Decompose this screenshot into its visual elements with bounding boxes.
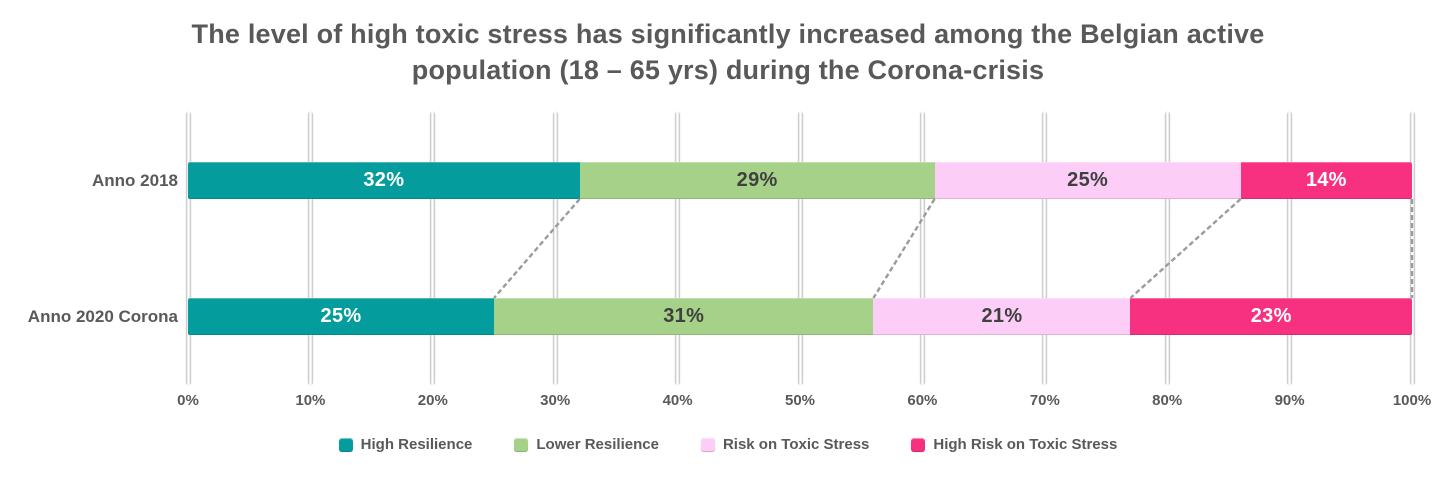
data-label: 32%: [363, 169, 405, 191]
gridline: [1287, 112, 1293, 385]
legend-label: High Risk on Toxic Stress: [933, 436, 1118, 453]
bar-row-anno-2018: 32% 29% 25% 14%: [188, 162, 1412, 199]
category-label: Anno 2020 Corona: [27, 307, 178, 326]
legend-swatch: [700, 437, 715, 452]
bar-segment: 25%: [934, 162, 1241, 199]
data-label: 25%: [320, 305, 362, 327]
legend-item-risk-on-toxic-stress: Risk on Toxic Stress: [700, 436, 870, 453]
gridline: [797, 112, 803, 385]
x-tick-label: 90%: [1274, 392, 1305, 409]
gridline: [552, 112, 558, 385]
connector-line: [493, 198, 581, 299]
x-tick-label: 10%: [295, 392, 326, 409]
x-tick-label: 50%: [784, 392, 816, 409]
x-tick-label: 20%: [417, 392, 448, 409]
data-label: 21%: [981, 305, 1023, 327]
data-label: 31%: [663, 305, 705, 327]
chart-title-line-2: population (18 – 65 yrs) during the Coro…: [411, 55, 1045, 85]
chart-title-line-1: The level of high toxic stress has signi…: [191, 19, 1265, 49]
connector-line: [1129, 198, 1242, 299]
bar-segment: 32%: [188, 162, 580, 199]
x-tick-label: 0%: [177, 392, 199, 409]
connector-line: [872, 198, 936, 299]
legend-label: Lower Resilience: [536, 436, 659, 453]
x-tick-label: 30%: [540, 392, 571, 409]
data-label: 23%: [1250, 305, 1292, 327]
x-axis-tick-labels: 0% 10% 20% 30% 40% 50% 60% 70% 80% 90% 100%: [177, 392, 1431, 414]
data-label: 25%: [1067, 169, 1109, 191]
legend-label: Risk on Toxic Stress: [722, 436, 870, 453]
x-tick-label: 40%: [662, 392, 693, 409]
gridline: [1042, 112, 1048, 385]
gridline: [675, 112, 681, 385]
legend-swatch: [911, 437, 926, 452]
legend-swatch: [338, 437, 353, 452]
chart-title: The level of high toxic stress has signi…: [0, 16, 1456, 88]
legend-item-high-risk-on-toxic-stress: High Risk on Toxic Stress: [911, 436, 1117, 453]
gridline: [1164, 112, 1170, 385]
legend: High Resilience Lower Resilience Risk on T…: [0, 436, 1456, 453]
x-tick-label: 100%: [1392, 392, 1432, 409]
gridline: [307, 112, 313, 385]
bar-segment: 21%: [873, 298, 1131, 335]
data-label: 14%: [1305, 169, 1347, 191]
x-tick-label: 70%: [1029, 392, 1060, 409]
bar-segment: 23%: [1130, 298, 1412, 335]
bar-segment: 14%: [1240, 162, 1412, 199]
x-tick-label: 80%: [1152, 392, 1183, 409]
bar-segment: 25%: [188, 298, 494, 335]
gridline: [919, 112, 925, 385]
legend-swatch: [514, 437, 529, 452]
gridline: [430, 112, 436, 385]
bar-segment: 29%: [579, 162, 935, 199]
series-connector-lines: [493, 198, 1414, 299]
legend-item-high-resilience: High Resilience: [338, 436, 473, 453]
plot-area: 32% 29% 25% 14% 25% 31% 21% 23%: [185, 112, 1415, 385]
bar-segment: 31%: [494, 298, 874, 335]
legend-label: High Resilience: [360, 436, 473, 453]
bar-row-anno-2020-corona: 25% 31% 21% 23%: [188, 298, 1412, 335]
category-label: Anno 2018: [92, 171, 178, 190]
data-label: 29%: [736, 169, 778, 191]
gridline: [185, 112, 191, 385]
legend-item-lower-resilience: Lower Resilience: [514, 436, 659, 453]
x-tick-label: 60%: [907, 392, 938, 409]
